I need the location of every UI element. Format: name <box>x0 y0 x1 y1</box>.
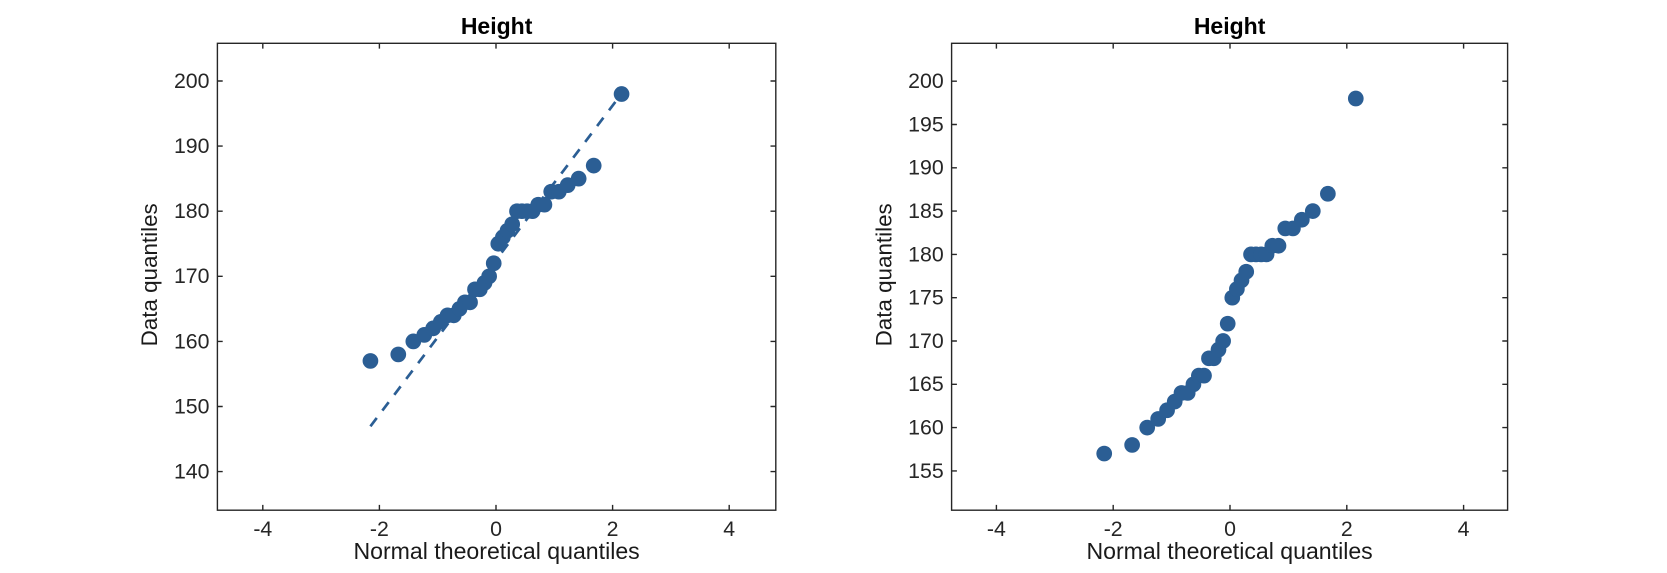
svg-text:Height: Height <box>461 13 533 39</box>
svg-text:-2: -2 <box>370 517 389 541</box>
svg-text:170: 170 <box>174 264 210 288</box>
svg-text:155: 155 <box>908 459 944 483</box>
svg-text:2: 2 <box>1341 517 1353 541</box>
svg-text:-4: -4 <box>987 517 1006 541</box>
svg-text:165: 165 <box>908 372 944 396</box>
svg-text:160: 160 <box>908 416 944 440</box>
svg-text:175: 175 <box>908 286 944 310</box>
svg-text:195: 195 <box>908 112 944 136</box>
svg-text:190: 190 <box>174 134 210 158</box>
svg-text:-4: -4 <box>253 517 272 541</box>
svg-text:Data quantiles: Data quantiles <box>137 203 162 346</box>
svg-text:160: 160 <box>174 329 210 353</box>
svg-text:190: 190 <box>908 156 944 180</box>
svg-text:-2: -2 <box>1104 517 1123 541</box>
svg-text:Normal theoretical quantiles: Normal theoretical quantiles <box>1086 538 1372 564</box>
svg-text:170: 170 <box>908 329 944 353</box>
svg-text:Normal theoretical quantiles: Normal theoretical quantiles <box>353 538 639 564</box>
svg-text:Data quantiles: Data quantiles <box>871 203 896 346</box>
svg-text:0: 0 <box>490 517 502 541</box>
svg-text:180: 180 <box>174 199 210 223</box>
svg-text:185: 185 <box>908 199 944 223</box>
svg-text:2: 2 <box>607 517 619 541</box>
svg-text:4: 4 <box>1458 517 1470 541</box>
svg-text:180: 180 <box>908 242 944 266</box>
svg-text:200: 200 <box>174 69 210 93</box>
svg-text:4: 4 <box>723 517 735 541</box>
svg-text:0: 0 <box>1224 517 1236 541</box>
svg-text:Height: Height <box>1194 13 1266 39</box>
svg-text:200: 200 <box>908 69 944 93</box>
svg-text:140: 140 <box>174 460 210 484</box>
svg-text:150: 150 <box>174 394 210 418</box>
